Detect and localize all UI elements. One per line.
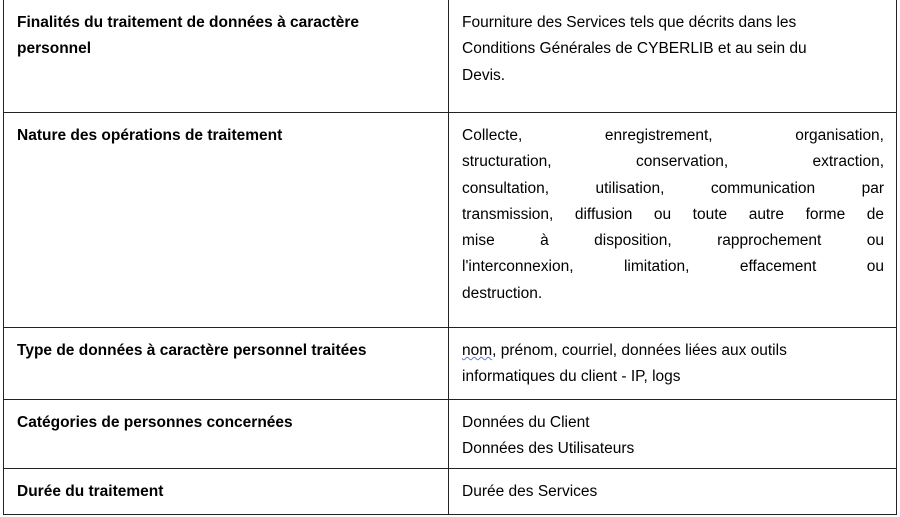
value-line: structuration, conservation, extraction,	[462, 153, 884, 171]
value-line: mise à disposition, rapprochement ou	[462, 232, 884, 250]
table-row: Durée du traitement Durée des Services	[3, 468, 897, 515]
table-row: Nature des opérations de traitement Coll…	[3, 112, 897, 328]
table-row: Catégories de personnes concernées Donné…	[3, 399, 897, 469]
row-value: Fourniture des Services tels que décrits…	[448, 0, 897, 113]
row-label: Finalités du traitement de données à car…	[3, 0, 449, 113]
value-line: Données du Client	[462, 414, 590, 431]
value-line: Fourniture des Services tels que décrits…	[462, 14, 797, 31]
value-text: , prénom, courriel, données liées aux ou…	[492, 342, 787, 359]
label-line: personnel	[17, 40, 92, 58]
spellcheck-underlined-word[interactable]: nom	[462, 342, 493, 359]
row-label: Catégories de personnes concernées	[3, 399, 449, 469]
value-line: Durée des Services	[462, 483, 598, 500]
value-line: informatiques du client - IP, logs	[462, 368, 681, 386]
processing-details-table: Finalités du traitement de données à car…	[3, 0, 897, 515]
value-line: Devis.	[462, 66, 506, 84]
value-line: Données des Utilisateurs	[462, 440, 635, 458]
value-line: l'interconnexion, limitation, effacement…	[462, 258, 884, 276]
row-label: Durée du traitement	[3, 468, 449, 515]
value-line: destruction.	[462, 284, 543, 302]
value-line: transmission, diffusion ou toute autre f…	[462, 205, 884, 223]
row-value: Données du Client Données des Utilisateu…	[448, 399, 897, 469]
row-value: Collecte, enregistrement, organisation, …	[448, 112, 897, 328]
row-value: nom, prénom, courriel, données liées aux…	[448, 327, 897, 400]
value-line: Conditions Générales de CYBERLIB et au s…	[462, 40, 807, 58]
row-label: Nature des opérations de traitement	[3, 112, 449, 328]
row-value: Durée des Services	[448, 468, 897, 515]
label-line: Finalités du traitement de données à car…	[17, 14, 359, 31]
row-label: Type de données à caractère personnel tr…	[3, 327, 449, 400]
table-row: Finalités du traitement de données à car…	[3, 0, 897, 113]
value-line: consultation, utilisation, communication…	[462, 179, 884, 197]
table-row: Type de données à caractère personnel tr…	[3, 327, 897, 400]
value-line: Collecte, enregistrement, organisation,	[462, 127, 884, 144]
